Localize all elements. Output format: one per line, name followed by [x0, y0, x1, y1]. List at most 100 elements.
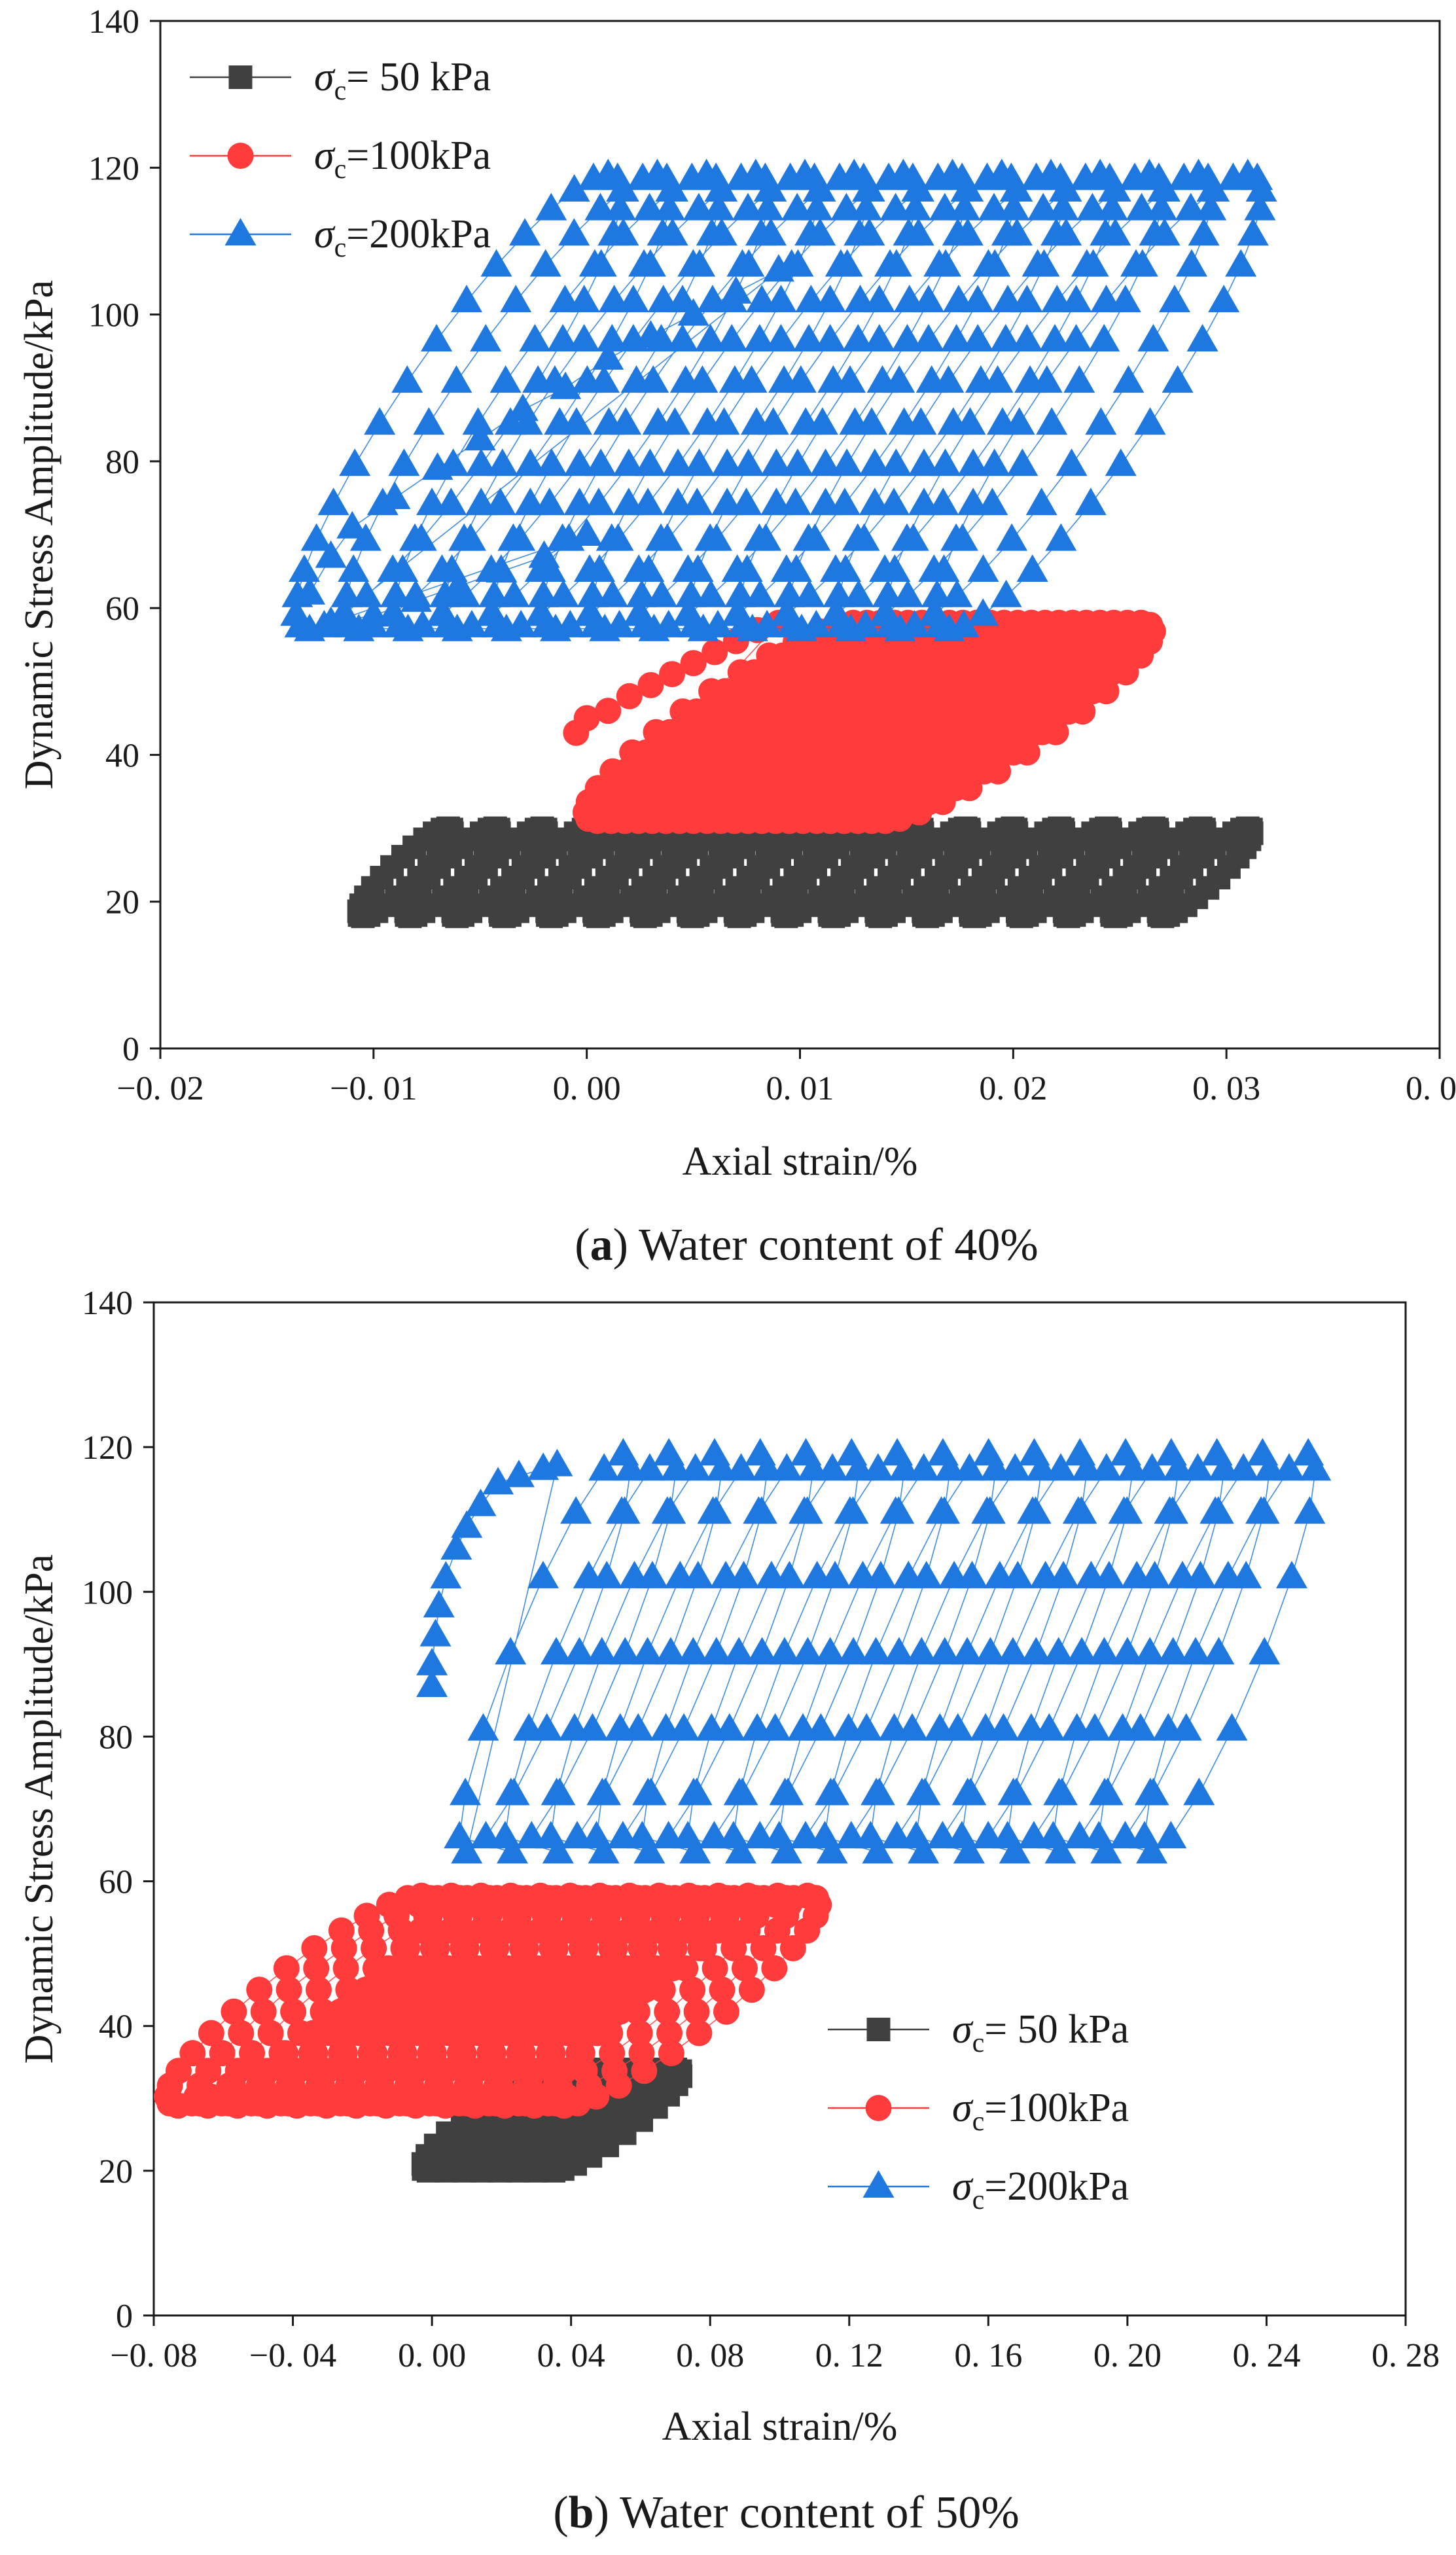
data-point [400, 579, 432, 607]
data-point [598, 1935, 625, 1961]
data-point [830, 554, 862, 582]
data-point [529, 249, 561, 277]
data-point [921, 579, 953, 607]
data-point [554, 2020, 581, 2046]
data-point [455, 609, 488, 637]
data-point [1076, 192, 1109, 221]
data-point [892, 579, 924, 607]
data-point [750, 1935, 777, 1961]
data-point [923, 249, 955, 277]
data-point [335, 1976, 362, 2003]
data-point [924, 609, 956, 637]
data-point [992, 285, 1024, 313]
data-point [800, 609, 832, 637]
data-point [701, 609, 734, 637]
data-point [770, 1836, 802, 1864]
data-point [419, 1618, 452, 1647]
data-point [654, 1998, 681, 2025]
data-point [809, 488, 842, 516]
data-point [1108, 1496, 1140, 1524]
data-point [855, 1821, 887, 1849]
data-point [834, 1496, 866, 1524]
data-point [1041, 285, 1073, 313]
data-point [815, 1778, 847, 1806]
data-point [406, 609, 438, 637]
data-point [1300, 1453, 1332, 1481]
data-point [941, 579, 973, 607]
data-point [535, 448, 567, 476]
data-point [906, 799, 932, 826]
data-point [927, 1438, 959, 1466]
data-point [653, 1438, 685, 1466]
y-tick-label: 60 [99, 1864, 133, 1901]
data-point [489, 903, 513, 927]
data-point [1090, 285, 1122, 313]
data-point [683, 192, 715, 221]
data-point [825, 249, 857, 277]
data-point [686, 2020, 713, 2046]
data-point [818, 903, 842, 927]
data-point [898, 609, 931, 637]
data-point [287, 2020, 313, 2046]
data-point [656, 173, 688, 202]
x-tick-label: 0. 00 [553, 1070, 621, 1107]
data-point [967, 598, 999, 626]
data-point [257, 2020, 284, 2046]
data-point [978, 448, 1010, 476]
data-point [1199, 1496, 1232, 1524]
data-point [565, 2040, 592, 2067]
data-point [416, 1647, 448, 1675]
data-point [1152, 1713, 1184, 1741]
data-point [879, 192, 912, 221]
data-point [865, 903, 889, 927]
data-point [686, 365, 719, 393]
data-point [751, 609, 783, 637]
data-point [563, 488, 595, 516]
data-point [1027, 192, 1059, 221]
data-point [1244, 192, 1276, 221]
data-point [607, 1438, 639, 1466]
data-point [880, 448, 912, 476]
data-point [836, 1438, 868, 1466]
data-point [571, 518, 603, 546]
data-point [582, 903, 607, 927]
data-point [481, 1955, 508, 1982]
data-point [602, 1976, 629, 2003]
data-point [658, 2040, 684, 2067]
data-point [298, 2040, 325, 2067]
caption-letter: b [569, 2488, 594, 2538]
data-point [790, 1438, 822, 1466]
data-point [273, 1955, 300, 1982]
data-point [305, 2090, 332, 2117]
data-point [489, 365, 522, 393]
data-point [481, 609, 513, 637]
data-point [1183, 1778, 1215, 1806]
data-point [413, 407, 445, 435]
data-point [717, 1821, 749, 1849]
data-point [1112, 365, 1145, 393]
data-point [1043, 1778, 1075, 1806]
data-point [586, 1778, 618, 1806]
data-point [972, 249, 1004, 277]
data-point [579, 609, 611, 637]
data-point [929, 192, 961, 221]
data-point [595, 698, 622, 724]
legend-marker [228, 65, 253, 89]
data-point [519, 324, 551, 352]
data-point [732, 192, 764, 221]
data-point [357, 2040, 384, 2067]
data-point [484, 1976, 510, 2003]
data-point [752, 192, 784, 221]
data-point [787, 1713, 819, 1741]
data-point [573, 705, 600, 732]
plot-frame [152, 1301, 1407, 2317]
data-point [971, 1496, 1003, 1524]
data-point [780, 554, 812, 582]
data-point [860, 1637, 892, 1665]
data-point [779, 1935, 806, 1961]
data-point [1292, 1438, 1324, 1466]
data-point [509, 218, 541, 246]
data-point [478, 579, 510, 607]
data-point [912, 324, 944, 352]
data-point [598, 285, 630, 313]
